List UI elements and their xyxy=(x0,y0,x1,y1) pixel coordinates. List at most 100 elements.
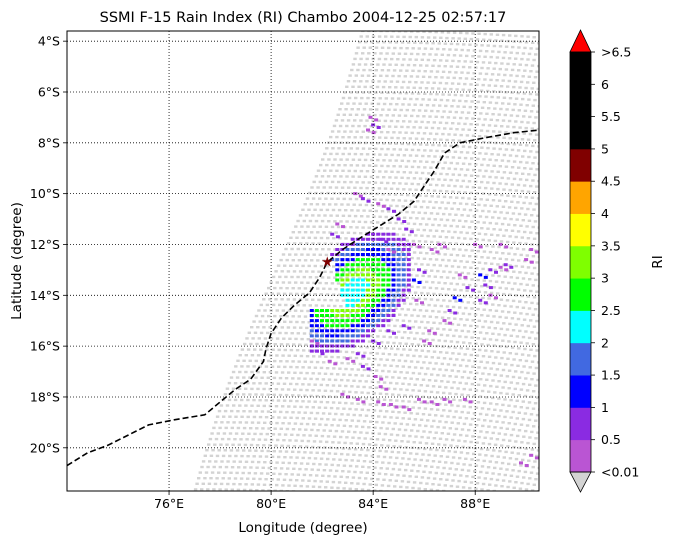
swath-footprint xyxy=(394,336,398,339)
swath-footprint xyxy=(290,303,294,307)
rain-pixel xyxy=(396,253,401,256)
swath-footprint xyxy=(378,170,382,173)
swath-footprint xyxy=(455,358,459,361)
swath-footprint xyxy=(460,410,464,414)
swath-footprint xyxy=(455,196,459,199)
swath-footprint xyxy=(504,450,508,454)
swath-footprint xyxy=(337,180,341,184)
swath-footprint xyxy=(417,211,421,214)
swath-footprint xyxy=(345,141,349,144)
swath-footprint xyxy=(429,166,433,169)
swath-footprint xyxy=(340,119,345,122)
swath-footprint xyxy=(478,95,482,98)
swath-footprint xyxy=(310,259,314,262)
x-axis-label: Longitude (degree) xyxy=(238,520,367,536)
swath-footprint xyxy=(434,229,439,232)
swath-footprint xyxy=(436,298,440,302)
swath-footprint xyxy=(533,402,538,405)
swath-footprint xyxy=(329,372,334,376)
swath-footprint xyxy=(391,74,395,78)
swath-footprint xyxy=(252,477,256,480)
swath-footprint xyxy=(401,290,406,294)
rain-pixel xyxy=(345,314,350,317)
swath-footprint xyxy=(373,198,377,201)
swath-footprint xyxy=(526,371,530,375)
swath-footprint xyxy=(301,366,305,369)
swath-footprint xyxy=(359,35,363,38)
swath-footprint xyxy=(301,400,305,403)
swath-footprint xyxy=(466,243,471,246)
swath-footprint xyxy=(265,303,270,307)
rain-pixel xyxy=(340,288,345,292)
rain-pixel xyxy=(478,298,483,302)
swath-footprint xyxy=(532,390,536,393)
swath-footprint xyxy=(522,500,525,502)
swath-footprint xyxy=(526,58,530,61)
swath-footprint xyxy=(519,224,523,227)
swath-footprint xyxy=(298,445,303,448)
swath-footprint xyxy=(295,264,299,267)
swath-footprint xyxy=(274,405,279,408)
swath-footprint xyxy=(486,164,490,167)
swath-footprint xyxy=(429,488,434,491)
swath-footprint xyxy=(518,63,522,66)
swath-footprint xyxy=(319,457,324,460)
swath-footprint xyxy=(435,149,439,153)
swath-footprint xyxy=(388,41,392,44)
rain-pixel xyxy=(391,309,396,312)
swath-footprint xyxy=(239,438,243,441)
swath-footprint xyxy=(430,240,434,244)
swath-footprint xyxy=(541,203,544,205)
swath-footprint xyxy=(286,326,291,329)
swath-footprint xyxy=(499,211,503,214)
swath-footprint xyxy=(485,413,489,416)
rain-pixel xyxy=(335,324,340,328)
swath-footprint xyxy=(288,337,292,340)
swath-footprint xyxy=(444,403,448,406)
swath-footprint xyxy=(417,109,422,112)
swath-footprint xyxy=(549,363,552,365)
swath-footprint xyxy=(536,214,539,217)
swath-footprint xyxy=(481,238,485,242)
swath-footprint xyxy=(498,130,502,133)
swath-footprint xyxy=(339,158,343,161)
swath-footprint xyxy=(532,372,536,375)
rain-pixel xyxy=(309,309,314,312)
swath-footprint xyxy=(394,307,398,310)
swath-footprint xyxy=(408,188,412,191)
swath-footprint xyxy=(324,197,328,200)
swath-footprint xyxy=(405,210,409,214)
swath-footprint xyxy=(446,53,451,57)
swath-footprint xyxy=(519,406,523,409)
swath-footprint xyxy=(495,403,499,406)
swath-footprint xyxy=(543,274,546,276)
swath-footprint xyxy=(503,398,507,401)
swath-footprint xyxy=(421,274,425,278)
swath-footprint xyxy=(328,429,332,432)
rain-pixel xyxy=(355,258,360,262)
swath-footprint xyxy=(548,416,551,418)
swath-footprint xyxy=(354,74,358,77)
swath-footprint xyxy=(484,95,488,98)
swath-footprint xyxy=(425,104,430,107)
rain-pixel xyxy=(391,248,396,251)
swath-footprint xyxy=(460,376,465,379)
swath-footprint xyxy=(403,245,407,248)
swath-footprint xyxy=(385,375,389,379)
swath-footprint xyxy=(392,255,396,259)
swath-footprint xyxy=(443,65,447,68)
rain-pixel xyxy=(381,319,386,323)
swath-footprint xyxy=(355,91,360,94)
swath-footprint xyxy=(367,164,372,167)
swath-footprint xyxy=(408,348,412,351)
rain-pixel xyxy=(396,303,401,307)
swath-footprint xyxy=(275,354,279,357)
swath-footprint xyxy=(395,80,400,83)
swath-footprint xyxy=(236,426,241,430)
swath-footprint xyxy=(389,416,393,419)
swath-footprint xyxy=(506,509,509,511)
swath-footprint xyxy=(326,191,330,195)
swath-footprint xyxy=(495,478,500,482)
swath-footprint xyxy=(486,466,491,469)
swath-footprint xyxy=(365,170,370,173)
